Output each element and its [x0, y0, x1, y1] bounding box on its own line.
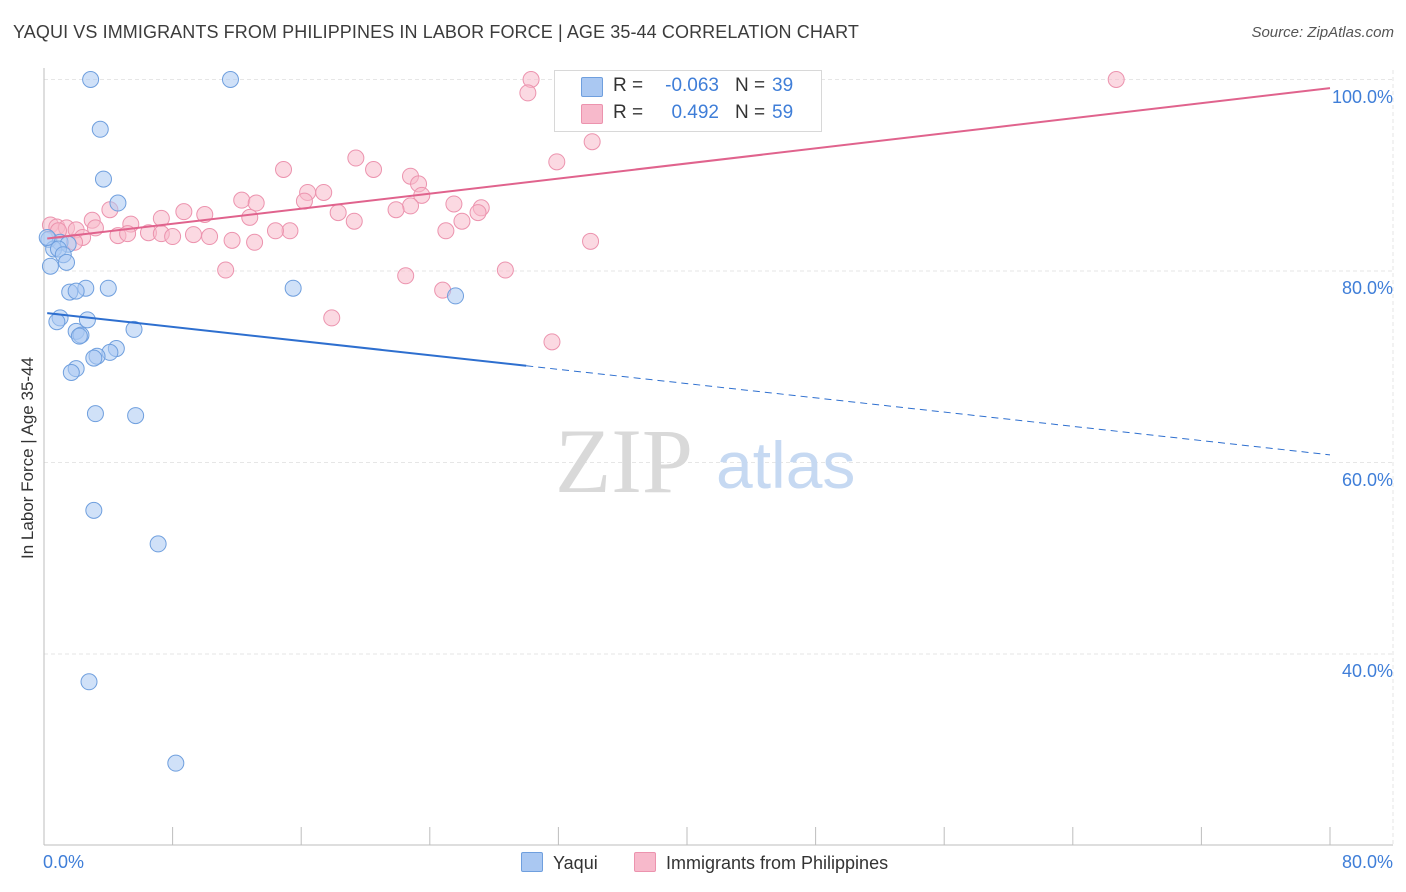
phil-point	[583, 133, 601, 151]
phil-point	[275, 161, 293, 179]
yaqui-r-label: R =	[613, 75, 644, 96]
y-tick-label-100: 100.0%	[1331, 86, 1393, 107]
yaqui-point	[99, 279, 117, 297]
phil-point	[217, 261, 235, 279]
phil-point	[247, 194, 265, 212]
yaqui-point	[58, 253, 76, 271]
yaqui-point	[48, 313, 66, 331]
source-label: Source: ZipAtlas.com	[1251, 24, 1394, 41]
legend-item-phil[interactable]: Immigrants from Philippines	[634, 852, 888, 874]
yaqui-point	[85, 501, 103, 519]
phil-point	[246, 233, 264, 251]
y-tick-label-40: 40.0%	[1341, 661, 1393, 681]
phil-point	[1107, 71, 1125, 88]
yaqui-series	[38, 71, 465, 772]
yaqui-point	[67, 282, 85, 300]
phil-point	[323, 309, 341, 327]
phil-point	[315, 183, 333, 201]
phil-point	[397, 267, 415, 285]
phil-legend-swatch	[634, 852, 656, 872]
phil-point	[196, 206, 214, 224]
watermark: ZIP atlas	[555, 410, 855, 512]
yaqui-n-value: 39	[772, 75, 794, 96]
phil-point	[266, 222, 284, 240]
phil-point	[329, 204, 347, 222]
y-tick-label-80: 80.0%	[1341, 278, 1393, 298]
yaqui-trend-line	[47, 312, 527, 367]
phil-point	[184, 226, 202, 244]
yaqui-point	[80, 673, 98, 691]
legend-row-phil: R = 0.492 N = 59	[555, 101, 821, 127]
yaqui-point	[41, 257, 59, 275]
watermark-atlas: atlas	[716, 428, 855, 502]
phil-point	[402, 197, 420, 215]
chart-title: YAQUI VS IMMIGRANTS FROM PHILIPPINES IN …	[13, 22, 859, 42]
phil-point	[201, 228, 219, 246]
x-tick-label-min: 0.0%	[43, 852, 85, 872]
trend-lines	[47, 87, 1331, 456]
y-tick-label-60: 60.0%	[1341, 469, 1393, 490]
phil-point	[548, 153, 566, 171]
yaqui-point	[91, 120, 109, 138]
phil-r-label: R =	[613, 102, 644, 123]
yaqui-point	[78, 311, 96, 329]
phil-point	[223, 231, 241, 249]
watermark-zip: ZIP	[555, 410, 693, 512]
yaqui-point	[127, 407, 145, 425]
yaqui-point	[149, 535, 167, 553]
yaqui-point	[82, 71, 100, 88]
phil-point	[469, 204, 487, 222]
phil-r-value: 0.492	[671, 102, 719, 123]
phil-point	[175, 203, 193, 221]
phil-swatch	[581, 104, 603, 124]
yaqui-point	[86, 405, 104, 423]
phil-point	[582, 232, 600, 250]
phil-point	[241, 208, 259, 226]
phil-n-value: 59	[772, 102, 794, 123]
yaqui-n-label: N =	[735, 75, 766, 96]
stats-legend: R = -0.063 N = 39 R = 0.492 N = 59	[554, 70, 822, 132]
yaqui-point	[125, 320, 143, 338]
phil-trend-line	[47, 87, 1331, 240]
phil-point	[347, 149, 365, 167]
yaqui-point	[62, 363, 80, 381]
phil-point	[233, 191, 251, 209]
phil-series	[41, 71, 1125, 351]
yaqui-trend-line-projection	[526, 365, 1331, 456]
legend-row-yaqui: R = -0.063 N = 39	[555, 74, 821, 100]
phil-point	[387, 201, 405, 219]
legend-item-yaqui[interactable]: Yaqui	[521, 852, 598, 874]
yaqui-point	[447, 287, 465, 305]
yaqui-point	[85, 349, 103, 367]
yaqui-point	[284, 279, 302, 297]
phil-legend-label: Immigrants from Philippines	[666, 853, 889, 873]
phil-point	[453, 212, 471, 230]
phil-point	[345, 212, 363, 230]
phil-point	[164, 228, 182, 246]
yaqui-point	[94, 170, 112, 188]
yaqui-legend-label: Yaqui	[553, 853, 598, 873]
x-tick-label-max: 80.0%	[1341, 852, 1393, 872]
phil-point	[445, 195, 463, 213]
phil-point	[543, 333, 561, 351]
yaqui-point	[167, 754, 185, 772]
phil-point	[519, 84, 537, 102]
phil-point	[437, 222, 455, 240]
yaqui-r-value: -0.063	[665, 75, 719, 96]
yaqui-point	[70, 327, 88, 345]
yaqui-legend-swatch	[521, 852, 543, 872]
yaqui-point	[109, 194, 127, 212]
axes	[43, 68, 1393, 846]
phil-n-label: N =	[735, 102, 766, 123]
yaqui-point	[221, 71, 239, 88]
phil-point	[281, 222, 299, 240]
phil-point	[365, 161, 383, 179]
yaqui-swatch	[581, 77, 603, 97]
phil-point	[496, 261, 514, 279]
